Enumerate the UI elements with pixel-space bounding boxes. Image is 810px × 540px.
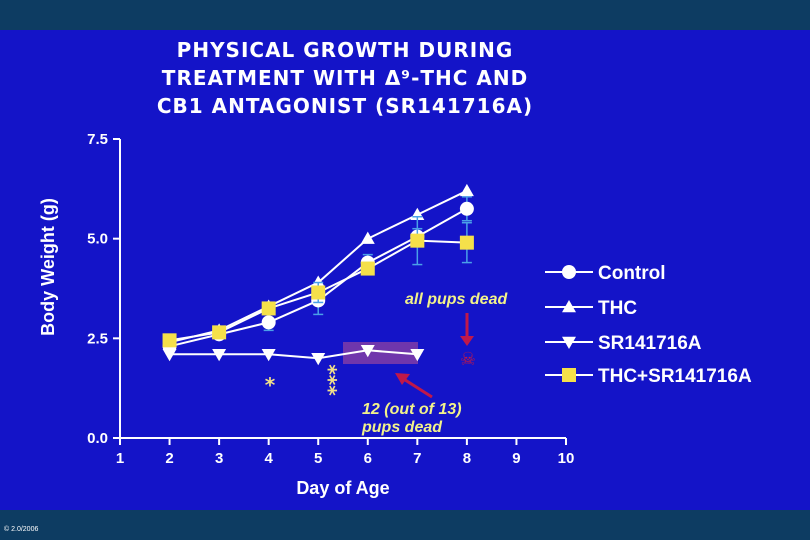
series-line-sr141716a bbox=[169, 349, 418, 360]
chart-title: PHYSICAL GROWTH DURING TREATMENT WITH Δ⁹… bbox=[157, 38, 533, 118]
point-sr141716a-day6 bbox=[360, 345, 375, 358]
x-axis-label: Day of Age bbox=[296, 478, 389, 498]
point-thc-sr141716a-day7 bbox=[410, 233, 425, 248]
legend-label-control: Control bbox=[598, 263, 666, 284]
point-thc-day5 bbox=[311, 275, 326, 288]
legend-marker-thc-sr141716a bbox=[562, 368, 576, 382]
svg-text:***: *** bbox=[317, 364, 341, 396]
skull-icon: ☠ bbox=[460, 349, 476, 369]
y-tick-label-7.5: 7.5 bbox=[87, 131, 108, 148]
annotation-12-of-13: 12 (out of 13) bbox=[362, 401, 462, 418]
annotation-pups-dead: pups dead bbox=[361, 419, 443, 436]
x-tick-label-2: 2 bbox=[165, 450, 173, 467]
title-line-1: PHYSICAL GROWTH DURING bbox=[177, 38, 514, 62]
point-sr141716a-day7 bbox=[410, 349, 425, 362]
point-thc-sr141716a-day5 bbox=[311, 285, 326, 300]
legend-marker-control bbox=[562, 265, 576, 279]
point-thc-sr141716a-day8 bbox=[459, 235, 474, 250]
y-tick-label-2.5: 2.5 bbox=[87, 330, 108, 347]
legend-marker-sr141716a bbox=[562, 336, 576, 349]
legend-marker-thc bbox=[562, 300, 576, 313]
point-sr141716a-day2 bbox=[162, 349, 177, 362]
point-thc-sr141716a-day3 bbox=[212, 325, 227, 340]
annotations: all pups dead ☠ 12 (out of 13) pups dead… bbox=[265, 291, 509, 436]
top-band bbox=[0, 0, 810, 30]
series-line-thc bbox=[169, 189, 468, 344]
title-line-3: CB1 ANTAGONIST (SR141716A) bbox=[157, 94, 533, 118]
highlight-box bbox=[343, 342, 418, 364]
copyright: © 2.0/2006 bbox=[4, 526, 39, 533]
x-tick-label-1: 1 bbox=[116, 450, 124, 467]
x-tick-label-8: 8 bbox=[463, 450, 471, 467]
x-tick-label-10: 10 bbox=[558, 450, 575, 467]
x-tick-label-9: 9 bbox=[512, 450, 520, 467]
point-thc-sr141716a-day2 bbox=[162, 333, 177, 348]
point-control-day4 bbox=[261, 315, 276, 330]
bottom-band bbox=[0, 510, 810, 540]
annotation-all-pups-dead: all pups dead bbox=[405, 291, 508, 308]
x-tick-label-6: 6 bbox=[364, 450, 372, 467]
y-tick-label-0.0: 0.0 bbox=[87, 430, 108, 447]
point-thc-day8 bbox=[459, 183, 474, 197]
x-tick-label-3: 3 bbox=[215, 450, 223, 467]
point-thc-sr141716a-day6 bbox=[360, 261, 375, 276]
significance-star-day4: * bbox=[265, 373, 276, 397]
legend: Control THC SR141716A THC+SR141716A bbox=[545, 263, 752, 387]
x-tick-label-7: 7 bbox=[413, 450, 421, 467]
y-tick-label-5.0: 5.0 bbox=[87, 231, 108, 248]
y-axis-label: Body Weight (g) bbox=[38, 198, 58, 336]
arrow-head-12-of-13 bbox=[395, 373, 410, 385]
point-thc-sr141716a-day4 bbox=[261, 301, 276, 316]
point-sr141716a-day4 bbox=[261, 349, 276, 362]
x-tick-label-5: 5 bbox=[314, 450, 322, 467]
point-sr141716a-day5 bbox=[311, 353, 326, 366]
x-tick-label-4: 4 bbox=[264, 450, 273, 467]
legend-label-sr141716a: SR141716A bbox=[598, 333, 702, 354]
axes: 1 2 3 4 5 6 7 8 9 10 0.0 2.5 5.0 7.5 Day of Age Body We… bbox=[38, 131, 574, 498]
point-sr141716a-day3 bbox=[212, 349, 227, 362]
point-thc-day6 bbox=[360, 231, 375, 244]
legend-label-thc-sr141716a: THC+SR141716A bbox=[598, 366, 752, 387]
significance-stars-day5: *** bbox=[317, 364, 341, 396]
legend-label-thc: THC bbox=[598, 298, 637, 319]
series-layer bbox=[162, 183, 474, 366]
point-control-day8 bbox=[459, 201, 474, 216]
arrow-head-all-pups-dead bbox=[460, 336, 474, 346]
title-line-2: TREATMENT WITH Δ⁹-THC AND bbox=[162, 66, 528, 90]
arrow-12-of-13 bbox=[401, 376, 433, 399]
